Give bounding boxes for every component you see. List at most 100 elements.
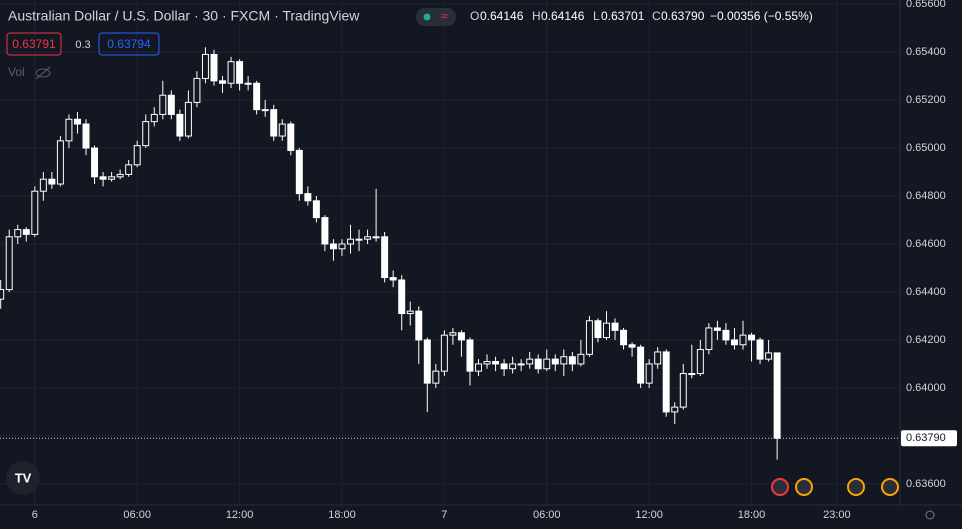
candle-body (585, 320, 593, 355)
candle-body (270, 109, 278, 137)
change: −0.00356 (−0.55%) (710, 9, 813, 23)
candle-body (321, 217, 329, 245)
candle-body (372, 236, 380, 239)
candle-body (65, 118, 73, 142)
candle-body (415, 310, 423, 341)
candle-body (671, 406, 679, 413)
o-value: 0.64146 (480, 9, 524, 23)
candle-body (99, 176, 107, 180)
candle-body (219, 80, 227, 84)
l-key: L (593, 9, 600, 23)
candle-body (577, 353, 585, 365)
candle-body (295, 149, 303, 195)
candle-body (244, 82, 252, 85)
candle-body (184, 101, 192, 137)
candle-body (551, 358, 559, 365)
y-tick-label: 0.65000 (906, 142, 946, 154)
candle-body (48, 178, 56, 185)
candle-body (483, 361, 491, 365)
c-key: C (652, 9, 661, 23)
candle-body (645, 363, 653, 384)
candle-body (440, 334, 448, 372)
candle-body (31, 190, 39, 235)
candle-body (602, 322, 610, 339)
y-tick-label: 0.65200 (906, 94, 946, 106)
candle-body (159, 94, 167, 115)
candle-body (560, 356, 568, 365)
tv-logo[interactable] (6, 461, 40, 495)
candle-body (611, 322, 619, 331)
candle-body (492, 361, 500, 365)
candle-body (730, 339, 738, 346)
candle-body (210, 53, 218, 82)
candle-body (193, 77, 201, 103)
candle-body (679, 373, 687, 408)
candle-body (500, 363, 508, 370)
x-tick-label: 23:00 (823, 509, 851, 521)
candle-body (389, 277, 397, 281)
hide-icon[interactable] (35, 66, 51, 80)
candle-body (261, 109, 269, 112)
candle-body (108, 176, 116, 180)
candle-body (628, 344, 636, 348)
candle-body (543, 358, 551, 370)
h-value: 0.64146 (541, 9, 585, 23)
candle-body (773, 352, 781, 439)
candle-body (517, 363, 525, 366)
candle-body (509, 363, 517, 370)
candle-body (688, 373, 696, 376)
grid (0, 0, 900, 505)
candle-body (176, 113, 184, 137)
y-tick-label: 0.64800 (906, 190, 946, 202)
candle-body (355, 238, 363, 241)
candle-body (534, 358, 542, 370)
candle-body (142, 121, 150, 147)
candle-body (347, 238, 354, 245)
candle-body (756, 339, 764, 360)
candle-body (705, 327, 713, 351)
y-tick-label: 0.63600 (906, 478, 946, 490)
candle-body (201, 53, 209, 79)
plot (0, 47, 900, 460)
sell-button[interactable] (6, 32, 62, 56)
candle-body (423, 339, 431, 384)
candle-body (278, 123, 286, 137)
status-pill[interactable] (416, 8, 456, 26)
x-tick-label: 06:00 (123, 509, 151, 521)
candle-body (5, 236, 13, 291)
candle-body (432, 370, 440, 384)
y-tick-label: 0.64400 (906, 286, 946, 298)
status-icon: ≈ (441, 9, 448, 23)
candle-body (116, 173, 124, 178)
y-tick-label: 0.64200 (906, 334, 946, 346)
candle-body (466, 339, 474, 372)
candle-body (620, 329, 628, 346)
candle-body (14, 229, 22, 238)
candle-body (253, 82, 261, 111)
candle-body (56, 140, 64, 185)
last-price-box (901, 430, 957, 447)
x-tick-label: 06:00 (533, 509, 561, 521)
candle-body (91, 147, 99, 178)
candle-body (227, 61, 235, 84)
candle-body (133, 145, 141, 166)
candle-body (236, 61, 244, 84)
settings-icon[interactable] (925, 510, 935, 520)
chart-title: Australian Dollar / U.S. Dollar · 30 · F… (8, 8, 360, 24)
y-tick-label: 0.64000 (906, 382, 946, 394)
candle-body (722, 329, 730, 341)
candle-body (568, 356, 576, 365)
candle-body (312, 200, 320, 219)
candle-body (364, 236, 372, 240)
buy-button[interactable] (98, 32, 160, 56)
candle-body (637, 346, 645, 384)
candle-body (398, 279, 406, 315)
candle-body (449, 332, 457, 336)
candle-body (739, 334, 747, 346)
candle-body (167, 94, 175, 115)
candle-body (82, 123, 90, 149)
candle-body (457, 332, 465, 341)
candle-body (22, 229, 30, 235)
candle-body (475, 363, 482, 372)
